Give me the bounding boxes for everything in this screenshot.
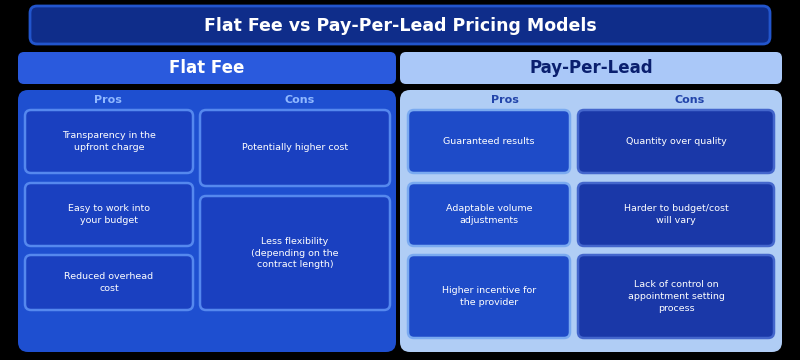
FancyBboxPatch shape — [18, 52, 396, 84]
Text: Transparency in the
upfront charge: Transparency in the upfront charge — [62, 131, 156, 152]
FancyBboxPatch shape — [578, 255, 774, 338]
Text: Cons: Cons — [675, 95, 705, 105]
FancyBboxPatch shape — [578, 110, 774, 173]
FancyBboxPatch shape — [408, 183, 570, 246]
Text: Reduced overhead
cost: Reduced overhead cost — [65, 272, 154, 293]
Text: Quantity over quality: Quantity over quality — [626, 137, 726, 146]
Text: Guaranteed results: Guaranteed results — [443, 137, 534, 146]
FancyBboxPatch shape — [25, 110, 193, 173]
Text: Harder to budget/cost
will vary: Harder to budget/cost will vary — [624, 204, 728, 225]
Text: Pros: Pros — [94, 95, 122, 105]
Text: Pros: Pros — [491, 95, 519, 105]
FancyBboxPatch shape — [578, 183, 774, 246]
FancyBboxPatch shape — [200, 196, 390, 310]
FancyBboxPatch shape — [25, 255, 193, 310]
FancyBboxPatch shape — [408, 110, 570, 173]
Text: Pay-Per-Lead: Pay-Per-Lead — [529, 59, 653, 77]
Text: Flat Fee vs Pay-Per-Lead Pricing Models: Flat Fee vs Pay-Per-Lead Pricing Models — [204, 17, 596, 35]
Text: Higher incentive for
the provider: Higher incentive for the provider — [442, 286, 536, 307]
FancyBboxPatch shape — [200, 110, 390, 186]
Text: Lack of control on
appointment setting
process: Lack of control on appointment setting p… — [627, 280, 725, 313]
FancyBboxPatch shape — [25, 183, 193, 246]
Text: Potentially higher cost: Potentially higher cost — [242, 144, 348, 153]
FancyBboxPatch shape — [30, 6, 770, 44]
FancyBboxPatch shape — [400, 52, 782, 84]
Text: Flat Fee: Flat Fee — [170, 59, 245, 77]
Text: Easy to work into
your budget: Easy to work into your budget — [68, 204, 150, 225]
Text: Less flexibility
(depending on the
contract length): Less flexibility (depending on the contr… — [251, 237, 338, 269]
FancyBboxPatch shape — [18, 90, 396, 352]
FancyBboxPatch shape — [408, 255, 570, 338]
Text: Adaptable volume
adjustments: Adaptable volume adjustments — [446, 204, 532, 225]
FancyBboxPatch shape — [400, 90, 782, 352]
Text: Cons: Cons — [285, 95, 315, 105]
